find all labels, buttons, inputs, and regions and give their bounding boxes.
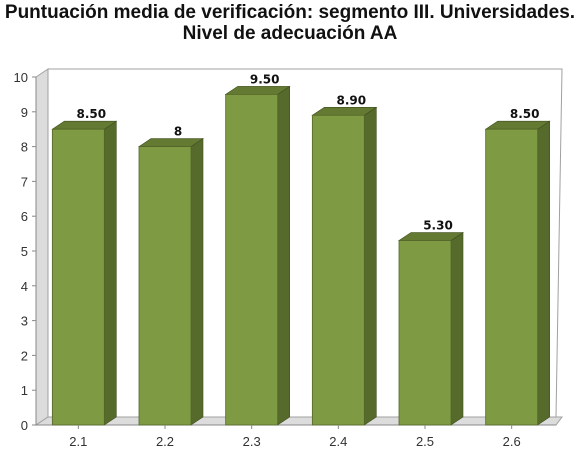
y-tick-label: 0 [21, 418, 28, 433]
bar [138, 146, 192, 426]
bar-side [104, 120, 117, 426]
x-tick-label: 2.2 [156, 434, 174, 449]
y-tick-label: 6 [21, 209, 28, 224]
bar-side [450, 231, 464, 426]
y-tick-label: 9 [21, 105, 28, 120]
y-tick-label: 2 [21, 348, 28, 363]
bar [311, 114, 365, 426]
y-tick-label: 7 [21, 174, 28, 189]
y-tick-label: 4 [21, 279, 28, 294]
bar-side [190, 138, 204, 426]
back-wall [47, 68, 563, 418]
data-label: 8.50 [77, 107, 107, 121]
bar-side [537, 120, 550, 426]
x-tick-label: 2.6 [503, 434, 521, 449]
x-tick-label: 2.4 [329, 434, 347, 449]
bar [398, 240, 452, 426]
x-tick-label: 2.1 [69, 434, 87, 449]
data-label: 5.30 [423, 219, 453, 233]
bar-side [364, 106, 377, 426]
bar [51, 128, 105, 426]
left-wall [35, 68, 49, 426]
y-tick-label: 5 [21, 244, 28, 259]
y-tick-label: 3 [21, 314, 28, 329]
data-label: 9.50 [250, 72, 280, 86]
data-label: 8.90 [337, 93, 367, 107]
data-label: 8 [174, 125, 182, 139]
bar-side [277, 85, 290, 426]
bar [485, 128, 539, 426]
bar [225, 94, 279, 426]
chart-title-line-1: Puntuación media de verificación: segmen… [4, 2, 576, 23]
data-label: 8.50 [510, 107, 540, 121]
x-tick-label: 2.5 [416, 434, 434, 449]
y-tick-label: 8 [21, 140, 28, 155]
y-tick-label: 1 [21, 383, 28, 398]
y-tick-label: 10 [14, 70, 28, 85]
chart-title: Puntuación media de verificación: segmen… [0, 2, 580, 44]
x-tick-label: 2.3 [243, 434, 261, 449]
chart-title-line-2: Nivel de adecuación AA [182, 23, 398, 44]
